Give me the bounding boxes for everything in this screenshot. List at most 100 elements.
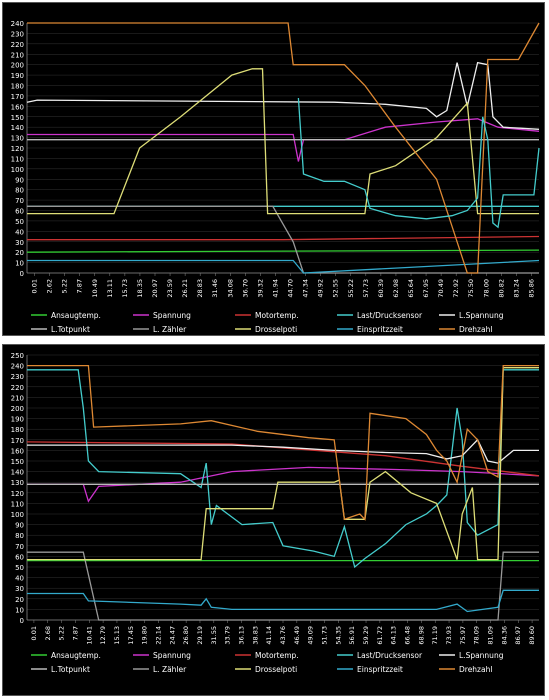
series-line-3 [26, 441, 540, 477]
legend-label: L. Zähler [153, 665, 187, 674]
y-tick-label: 220 [11, 41, 24, 49]
legend-label: Einspritzzeit [357, 325, 403, 334]
x-tick-label: 61.72 [376, 626, 384, 645]
y-tick-label: 120 [11, 145, 24, 153]
y-tick-label: 180 [11, 426, 24, 434]
x-tick-label: 54.35 [334, 626, 342, 645]
series-line-10 [27, 364, 539, 521]
y-tick-label: 110 [11, 500, 24, 508]
x-tick-label: 49.92 [317, 279, 325, 298]
x-tick-label: 28.83 [196, 279, 204, 298]
x-tick-label: 39.32 [256, 279, 264, 298]
x-tick-label: 80.82 [497, 279, 505, 298]
y-tick-label: 10 [15, 260, 24, 268]
y-tick-label: 200 [11, 405, 24, 413]
y-tick-label: 70 [15, 197, 24, 205]
x-tick-label: 66.48 [404, 626, 412, 645]
x-tick-label: 34.08 [226, 279, 234, 298]
y-tick-label: 220 [11, 384, 24, 392]
legend-label: Drehzahl [459, 325, 492, 334]
y-tick-label: 170 [11, 93, 24, 101]
chart-bottom: 0 10 20 30 40 50 60 70 80 90 100 110 120 130 140 150 160… [2, 344, 545, 696]
chart-top: 0 10 20 30 40 50 60 70 80 90 100 110 120 130 140 150 160… [2, 2, 545, 336]
y-tick-label: 100 [11, 511, 24, 519]
legend-label: L.Spannung [459, 651, 504, 660]
series-line-8 [27, 68, 539, 215]
x-tick-label: 44.70 [287, 279, 295, 298]
series-line-2 [27, 466, 540, 503]
x-tick-label: 51.73 [321, 626, 329, 645]
y-tick-label: 230 [11, 373, 24, 381]
x-tick-label: 56.91 [348, 626, 356, 645]
x-tick-label: 26.21 [181, 279, 189, 298]
x-tick-label: 41.94 [271, 279, 279, 298]
y-tick-label: 30 [15, 239, 24, 247]
x-tick-label: 12.79 [99, 626, 107, 645]
x-tick-label: 83.24 [512, 279, 520, 298]
series-line-2 [27, 118, 540, 162]
x-tick-label: 38.83 [251, 626, 259, 645]
x-tick-label: 49.09 [307, 626, 315, 645]
series-line-9 [27, 589, 539, 613]
y-tick-label: 90 [15, 176, 24, 184]
series-line-7 [27, 205, 539, 274]
x-tick-label: 89.60 [528, 626, 536, 645]
x-tick-label: 5.22 [58, 626, 66, 640]
y-tick-label: 230 [11, 30, 24, 38]
x-tick-label: 18.35 [136, 279, 144, 298]
x-tick-label: 43.76 [279, 626, 287, 645]
x-tick-label: 26.80 [182, 626, 190, 645]
x-tick-label: 17.45 [127, 626, 135, 645]
series-line-3 [27, 235, 540, 241]
legend-label: Ansaugtemp. [51, 651, 101, 660]
y-tick-label: 180 [11, 83, 24, 91]
y-tick-label: 130 [11, 135, 24, 143]
series-line-1 [26, 249, 540, 253]
x-tick-label: 67.95 [422, 279, 430, 298]
x-tick-label: 55.22 [347, 279, 355, 298]
x-tick-label: 36.13 [237, 626, 245, 645]
x-tick-label: 0.01 [31, 279, 39, 293]
y-tick-label: 60 [15, 208, 24, 216]
y-tick-label: 90 [15, 522, 24, 530]
y-tick-label: 80 [15, 532, 24, 540]
y-tick-label: 160 [11, 103, 24, 111]
x-tick-label: 15.73 [121, 279, 129, 298]
x-tick-label: 81.09 [487, 626, 495, 645]
x-tick-label: 46.49 [293, 626, 301, 645]
legend-label: L.Totpunkt [51, 325, 90, 334]
chart-bottom-svg: 0 10 20 30 40 50 60 70 80 90 100 110 120 130 140 150 160… [11, 352, 540, 674]
series-line-7 [27, 551, 539, 621]
y-tick-label: 210 [11, 394, 24, 402]
y-tick-label: 110 [11, 155, 24, 163]
x-tick-label: 71.19 [431, 626, 439, 645]
x-tick-label: 13.11 [106, 279, 114, 298]
y-tick-label: 150 [11, 114, 24, 122]
x-tick-label: 36.70 [241, 279, 249, 298]
chart-top-svg: 0 10 20 30 40 50 60 70 80 90 100 110 120 130 140 150 160… [11, 20, 540, 334]
x-tick-label: 7.87 [71, 626, 79, 640]
x-tick-label: 33.79 [224, 626, 232, 645]
x-tick-label: 31.46 [211, 279, 219, 298]
y-tick-label: 190 [11, 72, 24, 80]
x-tick-label: 78.09 [473, 626, 481, 645]
legend-label: L.Spannung [459, 311, 504, 320]
series-line-9 [27, 259, 540, 274]
x-tick-label: 65.64 [407, 279, 415, 298]
x-tick-label: 73.93 [445, 626, 453, 645]
y-tick-label: 150 [11, 458, 24, 466]
legend-label: Spannung [153, 311, 191, 320]
legend-label: L.Totpunkt [51, 665, 90, 674]
y-tick-label: 60 [15, 553, 24, 561]
y-tick-label: 190 [11, 416, 24, 424]
series-line-10 [27, 22, 540, 274]
y-tick-label: 120 [11, 490, 24, 498]
x-tick-label: 2.68 [44, 626, 52, 640]
x-tick-label: 60.39 [377, 279, 385, 298]
y-tick-label: 0 [20, 617, 24, 625]
x-tick-label: 75.50 [467, 279, 475, 298]
x-tick-label: 24.47 [168, 626, 176, 645]
x-tick-label: 86.97 [514, 626, 522, 645]
x-tick-label: 62.98 [392, 279, 400, 298]
legend-label: Spannung [153, 651, 191, 660]
